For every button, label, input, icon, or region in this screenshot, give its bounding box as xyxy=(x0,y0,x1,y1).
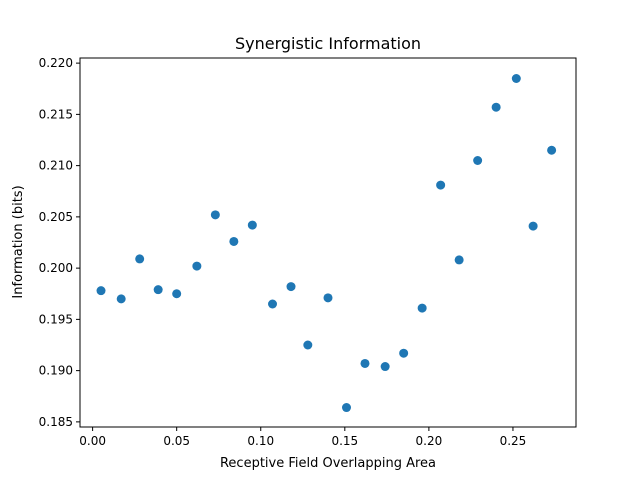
data-point xyxy=(380,362,390,372)
data-point xyxy=(341,403,351,413)
x-tick-label: 0.25 xyxy=(500,434,527,448)
data-point xyxy=(454,255,464,265)
data-point xyxy=(96,286,106,296)
data-point xyxy=(528,221,538,231)
data-point xyxy=(268,299,278,309)
y-tick-label: 0.210 xyxy=(39,159,73,173)
x-axis-label: Receptive Field Overlapping Area xyxy=(220,456,436,471)
data-point xyxy=(473,156,483,165)
y-tick-label: 0.195 xyxy=(39,312,73,326)
y-tick-label: 0.190 xyxy=(39,364,73,378)
data-point xyxy=(360,358,370,368)
data-point xyxy=(436,180,446,190)
data-point xyxy=(303,340,313,350)
data-point xyxy=(547,145,557,155)
y-tick-label: 0.200 xyxy=(39,261,73,275)
plot-area xyxy=(96,74,557,413)
x-tick-label: 0.05 xyxy=(163,434,190,448)
data-point xyxy=(399,348,409,358)
x-tick-label: 0.00 xyxy=(79,434,106,448)
data-point xyxy=(153,285,163,295)
data-point xyxy=(210,210,220,220)
chart-title: Synergistic Information xyxy=(235,34,421,53)
y-tick-label: 0.205 xyxy=(39,210,73,224)
data-point xyxy=(229,236,239,246)
data-point xyxy=(172,289,182,299)
axes-frame xyxy=(79,57,577,428)
x-tick-label: 0.20 xyxy=(416,434,443,448)
y-tick-label: 0.215 xyxy=(39,107,73,121)
data-point xyxy=(192,261,202,271)
y-tick-label: 0.185 xyxy=(39,415,73,429)
data-point xyxy=(491,102,501,112)
data-point xyxy=(135,254,145,264)
data-point xyxy=(323,293,333,303)
y-axis-label: Information (bits) xyxy=(11,185,26,298)
data-point xyxy=(247,220,257,230)
x-tick-label: 0.15 xyxy=(331,434,358,448)
y-tick-label: 0.220 xyxy=(39,56,73,70)
data-point xyxy=(116,294,126,304)
data-point xyxy=(286,282,296,292)
data-point xyxy=(511,74,521,83)
x-tick-label: 0.10 xyxy=(247,434,274,448)
data-point xyxy=(417,303,427,313)
